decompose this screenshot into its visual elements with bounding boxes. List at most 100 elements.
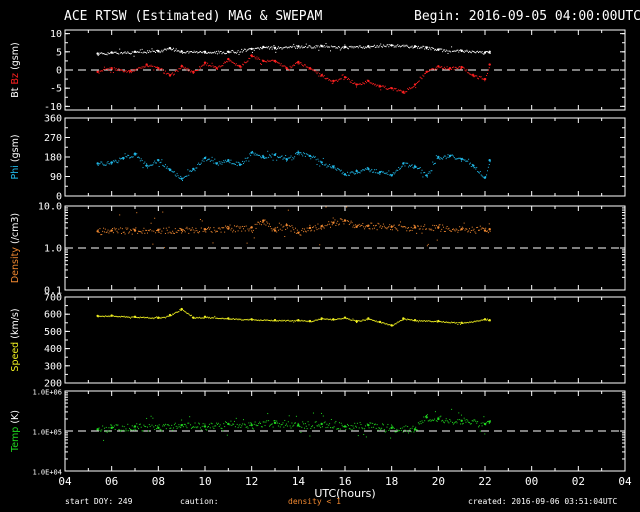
data-dot [376,84,378,86]
data-dot [394,226,396,228]
data-dot [346,206,348,208]
data-point [488,159,491,162]
data-dot [451,154,453,156]
data-dot [250,55,252,57]
data-dot [448,322,450,324]
data-dot [147,65,149,67]
data-dot [274,419,276,421]
data-dot [421,78,423,80]
data-dot [386,172,388,174]
data-dot [461,157,463,159]
data-dot [360,46,362,48]
data-dot [482,319,484,321]
data-dot [477,421,479,423]
data-dot [216,67,218,69]
data-dot [393,46,395,48]
data-dot [256,47,258,49]
data-dot [332,46,334,48]
data-dot [323,227,325,229]
data-dot [97,316,99,318]
data-dot [209,160,211,162]
data-dot [310,68,312,70]
data-dot [471,321,473,323]
data-dot [154,160,156,162]
data-dot [108,232,110,234]
data-dot [279,426,281,428]
data-dot [229,59,231,61]
data-dot [332,319,334,321]
data-dot [312,69,314,71]
data-dot [129,427,131,429]
data-dot [451,46,453,48]
data-dot [358,83,360,85]
data-dot [485,227,487,229]
data-dot [277,62,279,64]
data-dot [247,228,249,230]
data-dot [105,164,107,166]
data-dot [470,230,472,232]
data-dot [317,71,319,73]
data-dot [285,46,287,48]
data-dot [359,225,361,227]
data-dot [155,66,157,68]
data-dot [381,85,383,87]
data-dot [323,422,325,424]
data-dot [103,164,105,166]
data-dot [399,46,401,48]
series-bz [96,54,491,94]
data-dot [139,49,141,51]
data-dot [225,227,227,229]
data-dot [208,226,210,228]
data-dot [436,48,438,50]
data-dot [338,79,340,81]
data-dot [114,428,116,430]
data-dot [452,322,454,324]
y-tick-label: 1.0 [44,244,62,255]
data-dot [322,318,324,320]
data-dot [472,420,474,422]
data-dot [478,320,480,322]
data-dot [243,161,245,163]
data-dot [391,229,393,231]
data-dot [127,423,129,425]
data-dot [373,225,375,227]
data-dot [336,428,338,430]
data-dot [469,50,471,52]
data-dot [252,229,254,231]
data-dot [168,315,170,317]
data-dot [147,430,149,432]
data-dot [191,227,193,229]
data-dot [393,324,395,326]
data-dot [261,320,263,322]
data-dot [481,51,483,53]
data-dot [430,321,432,323]
data-dot [102,70,104,72]
data-dot [370,170,372,172]
data-dot [350,81,352,83]
data-dot [100,52,102,54]
data-dot [172,48,174,50]
data-dot [240,426,242,428]
data-dot [234,163,236,165]
data-dot [379,84,381,86]
data-dot [281,65,283,67]
data-dot [398,429,400,431]
data-dot [218,318,220,320]
data-dot [131,233,133,235]
data-dot [465,50,467,52]
data-dot [423,320,425,322]
data-dot [141,232,143,234]
data-dot [320,227,322,229]
data-dot [232,423,234,425]
data-dot [151,317,153,319]
data-dot [402,226,404,228]
data-dot [181,52,183,54]
data-dot [213,162,215,164]
data-point [227,227,230,230]
data-dot [420,172,422,174]
data-dot [353,172,355,174]
data-dot [271,153,273,155]
data-dot [440,415,442,417]
